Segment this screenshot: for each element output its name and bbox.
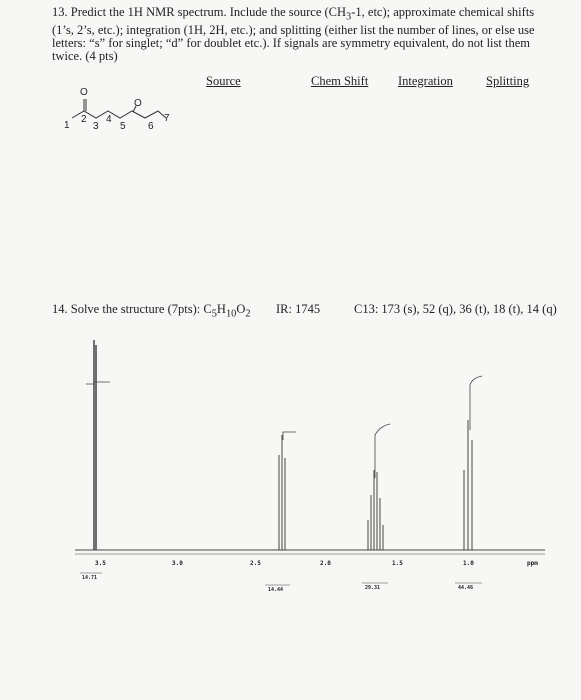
atom-label: O [80, 87, 88, 98]
question-text: -1, etc); approximate chemical shifts (1… [52, 5, 535, 63]
table-header: Integration [398, 74, 453, 88]
axis-label: 3.0 [172, 560, 183, 567]
atom-number: 4 [106, 114, 112, 125]
subscript: 10 [225, 308, 237, 320]
integral [86, 381, 110, 385]
peak [367, 470, 384, 550]
integral [374, 423, 391, 478]
axis-label: ppm [527, 560, 538, 567]
question-text: Predict the 1H NMR spectrum. Include the… [70, 5, 347, 19]
table-header: Chem Shift [311, 74, 369, 88]
integration-label: 29.31 [365, 585, 381, 591]
atom-number: 5 [120, 121, 126, 132]
question-number: 13. [52, 5, 68, 19]
atom-number: 6 [148, 121, 154, 132]
subscript: 3 [346, 11, 352, 23]
molecule [71, 99, 167, 119]
integral [469, 375, 483, 430]
atom-label: O [134, 98, 142, 109]
axis-label: 1.5 [392, 560, 403, 567]
integration-label: 14.71 [82, 575, 98, 581]
subscript: 5 [211, 308, 217, 320]
formula-part: H [216, 302, 226, 316]
c13-data: C13: 173 (s), 52 (q), 36 (t), 18 (t), 14… [354, 302, 557, 316]
peak [463, 420, 473, 550]
integration-label: 44.46 [458, 585, 474, 591]
formula-part: O [236, 302, 246, 316]
question-13: 13. Predict the 1H NMR spectrum. Include… [52, 6, 557, 63]
axis-label: 1.0 [463, 560, 474, 567]
question-14: 14. Solve the structure (7pts): C5H10O2 [52, 302, 251, 320]
subscript: 2 [245, 308, 251, 320]
axis-label: 2.5 [250, 560, 261, 567]
atom-number: 1 [64, 120, 70, 131]
ir-data: IR: 1745 [276, 302, 321, 316]
integral [282, 431, 296, 440]
peak [278, 435, 286, 550]
atom-number: 2 [81, 114, 87, 125]
table-header: Source [206, 74, 241, 88]
spectrum [75, 340, 545, 586]
atom-number: 3 [93, 121, 99, 132]
table-header: Splitting [486, 74, 530, 88]
peak [93, 340, 97, 550]
atom-number: 7 [164, 113, 170, 124]
axis-label: 2.0 [320, 560, 331, 567]
integral-marker [80, 572, 482, 586]
axis-label: 3.5 [95, 560, 106, 567]
integration-label: 14.44 [268, 587, 284, 593]
question-text: 14. Solve the structure (7pts): C [52, 302, 212, 316]
